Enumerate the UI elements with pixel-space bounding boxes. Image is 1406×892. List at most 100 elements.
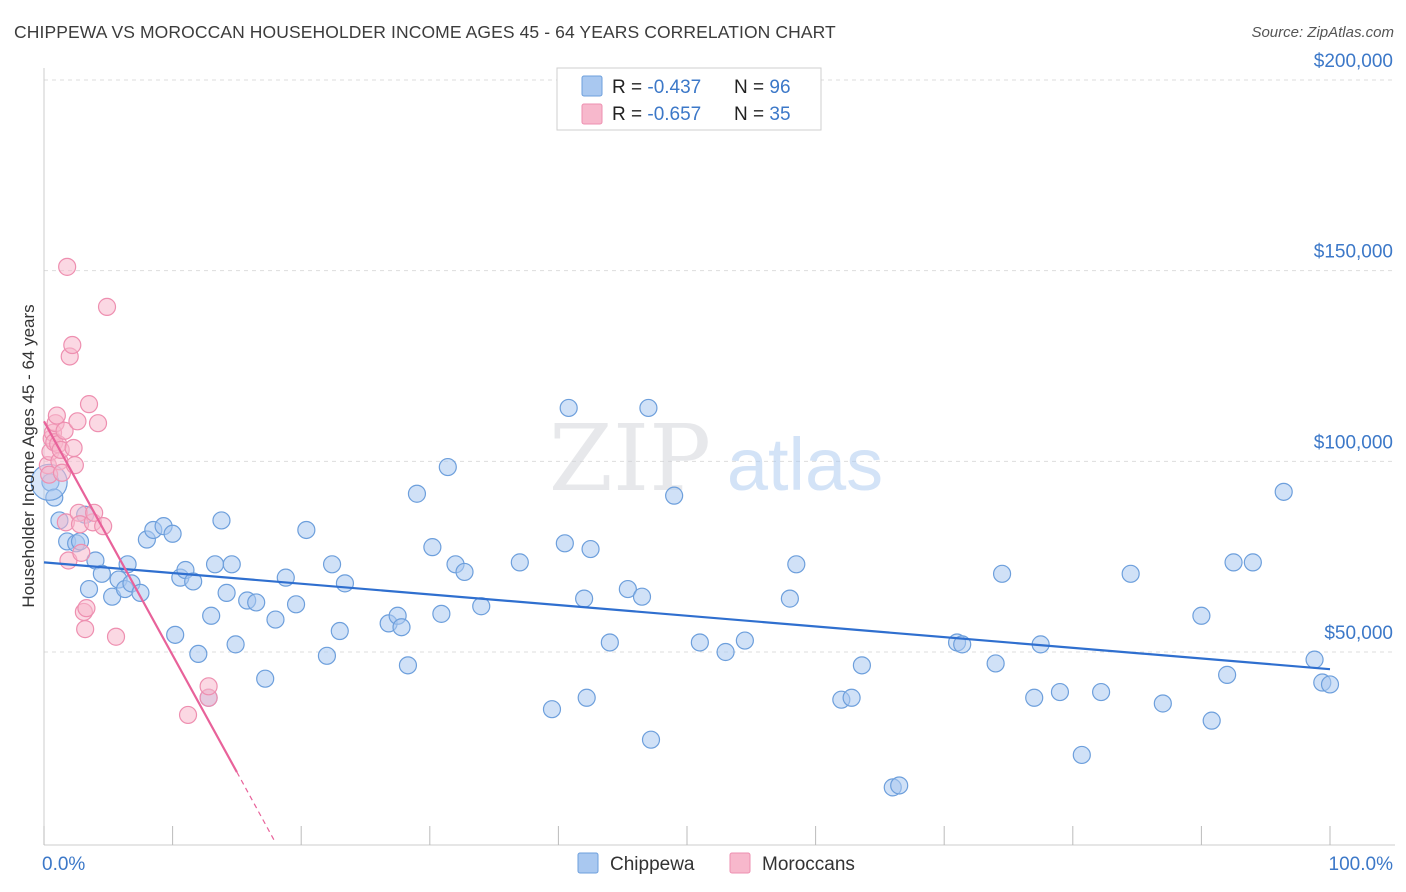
- chippewa-point-56: [555, 534, 574, 553]
- chippewa-point-9: [92, 564, 111, 583]
- watermark-atlas: atlas: [727, 423, 883, 506]
- bottom-legend: Chippewa Moroccans: [577, 852, 855, 875]
- chippewa-point-93: [1274, 482, 1293, 501]
- legend-r-value-2: -0.657: [647, 104, 701, 125]
- chippewa-point-46: [398, 656, 418, 675]
- chippewa-point-63: [632, 587, 652, 606]
- legend-n-label-1: N =: [734, 77, 769, 98]
- chart-title: CHIPPEWA VS MOROCCAN HOUSEHOLDER INCOME …: [14, 22, 836, 42]
- chippewa-point-80: [992, 564, 1012, 583]
- moroccan-trend-line: [43, 420, 238, 773]
- chippewa-point-23: [184, 572, 203, 591]
- y-tick-label-2: $150,000: [1314, 242, 1393, 263]
- moroccan-point-27: [79, 395, 99, 414]
- moroccan-point-32: [97, 297, 117, 316]
- axes: [43, 68, 1395, 846]
- y-axis-label: Householder Income Ages 45 - 64 years: [19, 304, 38, 607]
- legend-row-moroccans: R = -0.657: [612, 104, 701, 125]
- chippewa-point-20: [166, 625, 185, 644]
- chippewa-point-81: [1025, 688, 1044, 707]
- chippewa-point-7: [79, 579, 99, 599]
- chippewa-point-57: [559, 398, 578, 418]
- y-tick-label-1: $100,000: [1314, 432, 1393, 453]
- watermark-zip: ZIP: [549, 405, 711, 512]
- moroccan-point-25: [76, 620, 95, 639]
- chippewa-point-59: [577, 688, 596, 707]
- chippewa-points: [30, 398, 1340, 797]
- chippewa-point-50: [438, 457, 457, 477]
- chippewa-point-86: [1121, 564, 1140, 583]
- chippewa-point-55: [542, 700, 562, 719]
- chippewa-point-96: [1320, 675, 1340, 694]
- chippewa-point-19: [163, 524, 182, 543]
- x-tick-label-0: 0.0%: [42, 854, 85, 875]
- chippewa-point-40: [322, 555, 342, 574]
- chippewa-point-65: [641, 730, 661, 749]
- bottom-legend-swatch-moroccans: [729, 852, 751, 874]
- moroccan-point-7: [47, 406, 66, 425]
- chippewa-point-90: [1218, 665, 1237, 684]
- chippewa-point-83: [1050, 682, 1070, 702]
- chippewa-point-87: [1153, 694, 1172, 713]
- moroccan-trend-extension: [236, 771, 277, 843]
- grid-lines: [44, 79, 1395, 653]
- legend-r-label-1: R =: [612, 77, 647, 98]
- chippewa-trend-line: [43, 561, 1331, 671]
- svg-text:N = 96: N = 96: [734, 77, 791, 98]
- chippewa-point-48: [423, 538, 442, 557]
- legend-box: R = -0.437 N = 96 R = -0.657 N = 35: [556, 67, 822, 131]
- chippewa-point-34: [256, 669, 275, 688]
- chippewa-point-61: [600, 633, 619, 652]
- moroccan-point-14: [58, 257, 77, 276]
- chippewa-point-89: [1202, 711, 1221, 730]
- legend-r-value-1: -0.437: [647, 77, 701, 98]
- chippewa-point-37: [286, 595, 306, 614]
- moroccan-point-30: [88, 414, 108, 433]
- chippewa-point-39: [317, 646, 337, 665]
- chippewa-point-24: [189, 644, 208, 664]
- chippewa-point-91: [1224, 553, 1243, 572]
- chippewa-point-92: [1243, 553, 1262, 572]
- legend-row-chippewa: R = -0.437: [612, 77, 701, 98]
- chippewa-point-76: [890, 776, 909, 795]
- moroccan-point-17: [63, 335, 82, 355]
- chippewa-point-78: [953, 635, 972, 654]
- chippewa-point-1: [45, 488, 64, 507]
- chippewa-point-31: [226, 635, 245, 654]
- moroccan-point-18: [64, 438, 83, 458]
- chippewa-point-69: [735, 631, 754, 650]
- chippewa-point-79: [986, 654, 1005, 673]
- y-tick-label-3: $200,000: [1314, 51, 1393, 72]
- trend-lines: [43, 420, 1331, 843]
- moroccan-point-20: [68, 412, 87, 431]
- chippewa-point-85: [1091, 682, 1111, 702]
- legend-n-value-2: 35: [769, 104, 790, 125]
- legend-swatch-moroccans: [581, 103, 603, 125]
- moroccan-point-12: [55, 421, 74, 440]
- chippewa-point-29: [217, 583, 236, 602]
- legend-swatch-chippewa: [581, 75, 603, 97]
- chippewa-point-94: [1305, 650, 1324, 669]
- chippewa-point-52: [455, 562, 474, 582]
- moroccan-point-34: [178, 705, 198, 725]
- moroccan-point-26: [77, 599, 96, 618]
- chippewa-point-67: [690, 633, 709, 652]
- chippewa-point-27: [205, 555, 225, 574]
- y-tick-label-0: $50,000: [1324, 623, 1393, 644]
- bottom-legend-label-chippewa: Chippewa: [610, 854, 695, 875]
- chippewa-point-47: [407, 484, 427, 503]
- chippewa-point-54: [510, 553, 529, 572]
- chippewa-point-38: [297, 520, 316, 540]
- chippewa-point-42: [335, 574, 355, 593]
- legend-n-value-1: 96: [769, 77, 790, 98]
- chippewa-point-62: [618, 579, 637, 599]
- chippewa-point-30: [222, 555, 241, 574]
- moroccan-point-33: [106, 627, 126, 646]
- tick-labels: $50,000 $100,000 $150,000 $200,000 0.0% 100.0…: [42, 51, 1393, 875]
- chippewa-point-84: [1072, 745, 1091, 765]
- chippewa-point-73: [842, 688, 861, 707]
- chippewa-point-26: [202, 606, 221, 625]
- chippewa-point-64: [639, 398, 658, 418]
- chippewa-point-88: [1192, 606, 1211, 625]
